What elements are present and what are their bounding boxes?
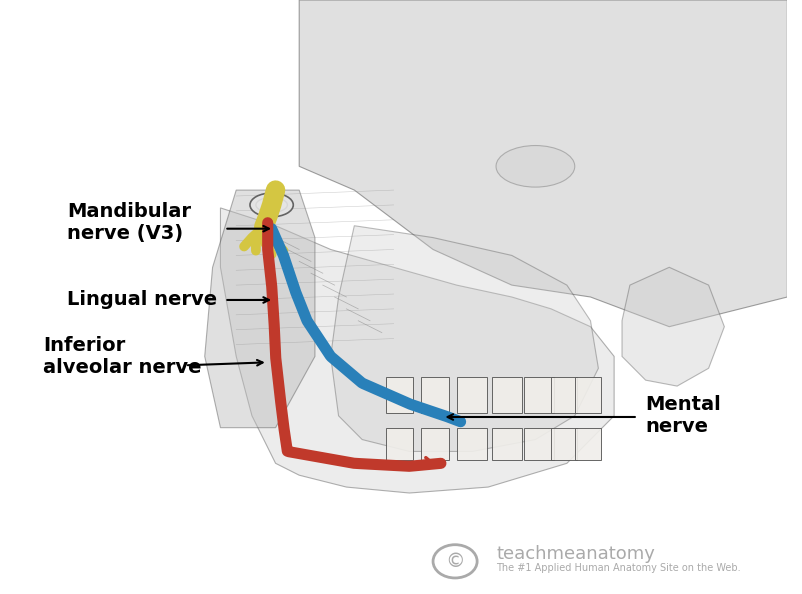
Bar bbox=[551, 377, 577, 413]
Bar bbox=[456, 428, 487, 460]
Bar bbox=[421, 377, 449, 413]
Polygon shape bbox=[330, 226, 598, 451]
Polygon shape bbox=[299, 0, 788, 327]
Bar bbox=[492, 377, 522, 413]
Bar bbox=[551, 428, 577, 460]
Text: Inferior
alveolar nerve: Inferior alveolar nerve bbox=[43, 336, 202, 377]
Text: Lingual nerve: Lingual nerve bbox=[67, 290, 217, 309]
Bar bbox=[386, 428, 413, 460]
Polygon shape bbox=[205, 190, 315, 428]
Text: The #1 Applied Human Anatomy Site on the Web.: The #1 Applied Human Anatomy Site on the… bbox=[496, 564, 741, 573]
Polygon shape bbox=[221, 208, 614, 493]
Polygon shape bbox=[622, 267, 724, 386]
Ellipse shape bbox=[496, 146, 575, 187]
Bar bbox=[524, 377, 553, 413]
Bar bbox=[492, 428, 522, 460]
Text: teachmeanatomy: teachmeanatomy bbox=[496, 545, 655, 563]
Text: Mental
nerve: Mental nerve bbox=[646, 395, 721, 437]
Ellipse shape bbox=[250, 193, 294, 217]
Bar bbox=[456, 377, 487, 413]
Text: ©: © bbox=[445, 552, 465, 571]
Bar bbox=[524, 428, 553, 460]
Bar bbox=[386, 377, 413, 413]
Bar bbox=[575, 428, 601, 460]
Text: Mandibular
nerve (V3): Mandibular nerve (V3) bbox=[67, 202, 191, 244]
Ellipse shape bbox=[256, 197, 287, 213]
Bar bbox=[575, 377, 601, 413]
Bar bbox=[421, 428, 449, 460]
